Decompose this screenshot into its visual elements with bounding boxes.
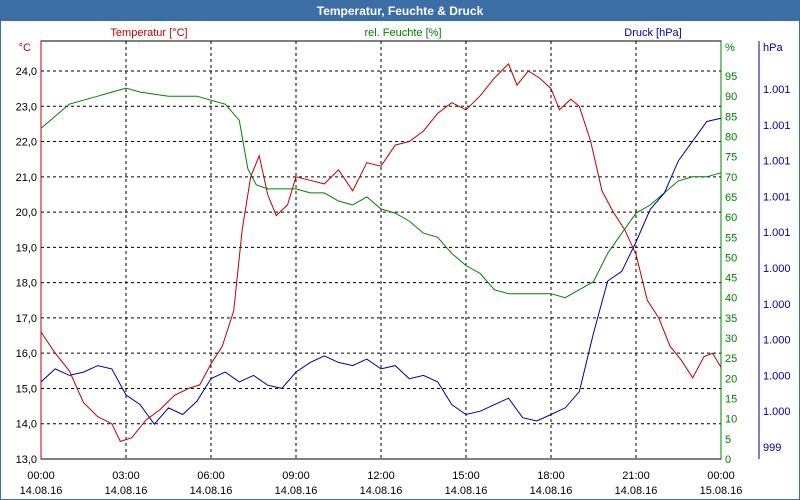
x-tick-date: 14.08.16 <box>20 485 63 497</box>
temp-tick-label: 18,0 <box>16 278 37 290</box>
hum-tick-label: 40 <box>725 293 737 305</box>
temp-tick-label: 16,0 <box>16 348 37 360</box>
series-layer <box>40 63 722 443</box>
press-tick-label: 1.000 <box>763 299 791 311</box>
hum-tick-label: 80 <box>725 131 737 143</box>
hum-tick-label: 5 <box>725 434 731 446</box>
plot-frame <box>40 40 760 460</box>
hum-tick-label: 30 <box>725 333 737 345</box>
temp-tick-label: 19,0 <box>16 242 37 254</box>
series-line-press <box>40 117 722 426</box>
hum-tick-label: 95 <box>725 71 737 83</box>
x-tick-time: 06:00 <box>197 470 225 482</box>
hum-tick-label: 60 <box>725 212 737 224</box>
x-tick-date: 14.08.16 <box>445 485 488 497</box>
hum-tick-label: 35 <box>725 313 737 325</box>
press-tick-label: 1.000 <box>763 370 791 382</box>
hum-tick-label: 15 <box>725 394 737 406</box>
temp-tick-label: 17,0 <box>16 313 37 325</box>
x-tick-date: 15.08.16 <box>700 485 743 497</box>
hum-tick-label: 45 <box>725 273 737 285</box>
hum-tick-label: 20 <box>725 373 737 385</box>
x-tick-time: 00:00 <box>27 470 55 482</box>
x-tick-time: 03:00 <box>112 470 140 482</box>
press-tick-label: 1.001 <box>763 227 791 239</box>
temp-unit-label: °C <box>19 42 31 54</box>
hum-tick-label: 50 <box>725 252 737 264</box>
x-tick-date: 14.08.16 <box>530 485 573 497</box>
press-tick-label: 1.000 <box>763 335 791 347</box>
hum-tick-label: 90 <box>725 91 737 103</box>
x-tick-time: 21:00 <box>622 470 650 482</box>
x-tick-time: 00:00 <box>707 470 735 482</box>
x-tick-date: 14.08.16 <box>615 485 658 497</box>
series-legend-1: rel. Feuchte [%] <box>364 27 441 39</box>
temp-tick-label: 22,0 <box>16 137 37 149</box>
press-tick-label: 1.001 <box>763 191 791 203</box>
hum-tick-label: 70 <box>725 172 737 184</box>
press-tick-label: 1.001 <box>763 120 791 132</box>
hum-tick-label: 75 <box>725 152 737 164</box>
x-tick-time: 18:00 <box>537 470 565 482</box>
temp-tick-label: 21,0 <box>16 172 37 184</box>
hum-tick-label: 85 <box>725 111 737 123</box>
x-tick-date: 14.08.16 <box>360 485 403 497</box>
press-tick-label: 1.000 <box>763 263 791 275</box>
window-title: Temperatur, Feuchte & Druck <box>1 1 799 21</box>
x-tick-date: 14.08.16 <box>190 485 233 497</box>
temp-tick-label: 15,0 <box>16 383 37 395</box>
x-tick-date: 14.08.16 <box>275 485 318 497</box>
series-legend-2: Druck [hPa] <box>624 27 681 39</box>
temp-tick-label: 14,0 <box>16 419 37 431</box>
temp-tick-label: 24,0 <box>16 66 37 78</box>
hum-tick-label: 65 <box>725 192 737 204</box>
grid-lines <box>41 41 721 459</box>
x-tick-time: 09:00 <box>282 470 310 482</box>
x-tick-time: 12:00 <box>367 470 395 482</box>
hum-tick-label: 10 <box>725 414 737 426</box>
temp-tick-label: 20,0 <box>16 207 37 219</box>
hum-unit-label: % <box>725 42 735 54</box>
series-legend-0: Temperatur [°C] <box>110 27 187 39</box>
press-tick-label: 1.001 <box>763 84 791 96</box>
series-line-temp <box>40 63 722 443</box>
press-unit-label: hPa <box>763 42 783 54</box>
press-tick-label: 1.000 <box>763 406 791 418</box>
x-tick-date: 14.08.16 <box>105 485 148 497</box>
axis-labels: 00:00 14.08.16 03:00 14.08.16 06:00 14.08.16 0… <box>16 27 791 497</box>
hum-tick-label: 0 <box>725 454 731 466</box>
press-tick-label: 1.001 <box>763 156 791 168</box>
temp-tick-label: 13,0 <box>16 454 37 466</box>
hum-tick-label: 25 <box>725 353 737 365</box>
series-line-hum <box>40 87 722 299</box>
x-tick-time: 15:00 <box>452 470 480 482</box>
hum-tick-label: 55 <box>725 232 737 244</box>
temp-tick-label: 23,0 <box>16 101 37 113</box>
press-tick-label: 999 <box>763 442 781 454</box>
